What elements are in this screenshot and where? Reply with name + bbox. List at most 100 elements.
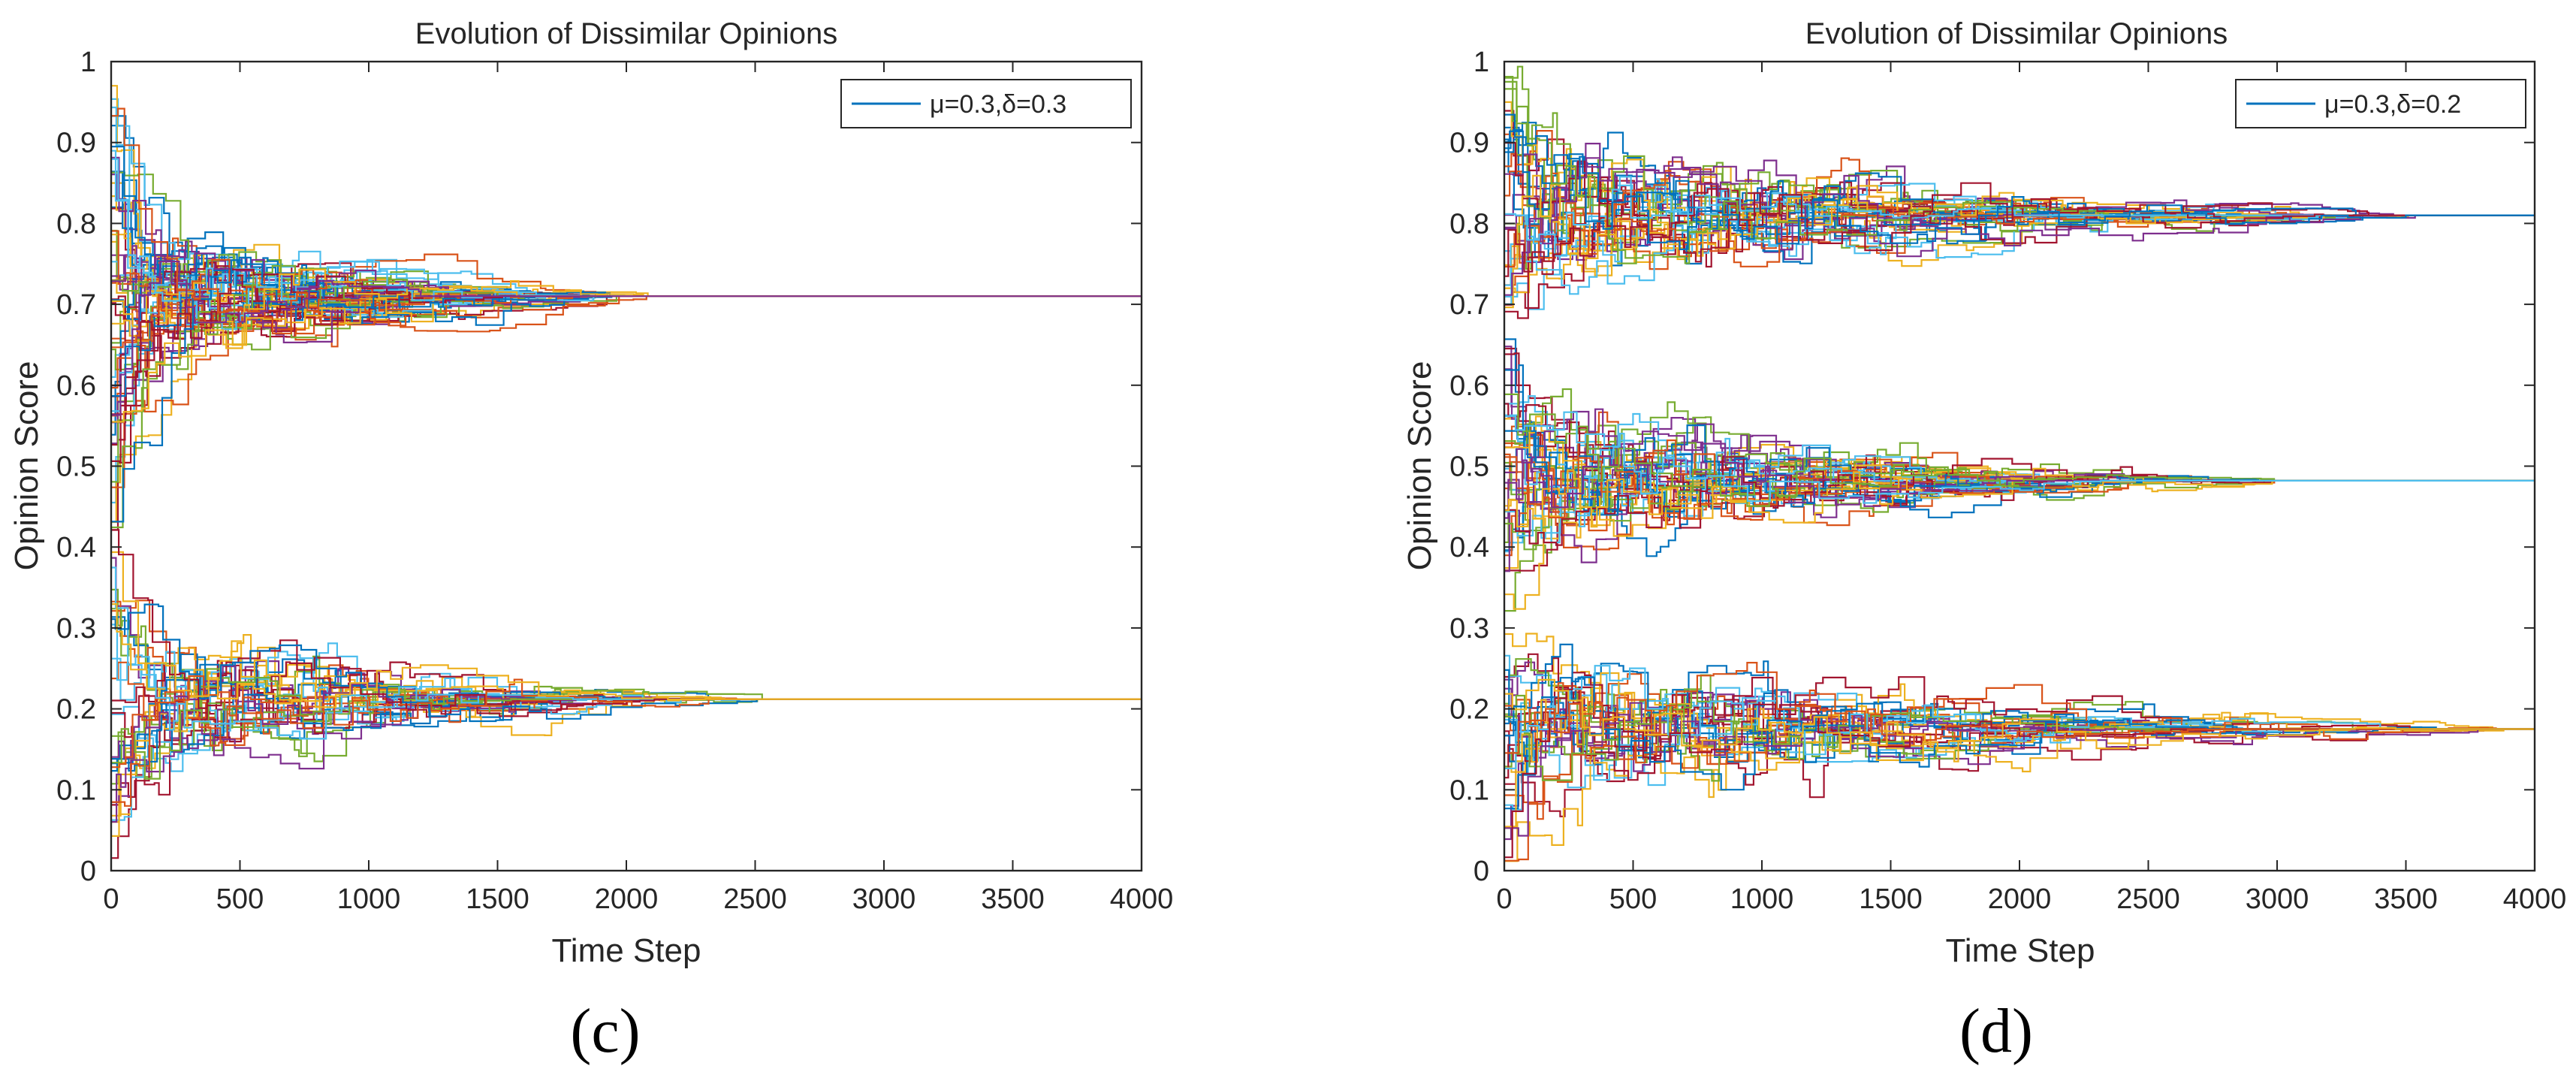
opinion-trajectory [1504, 401, 2535, 532]
opinion-trajectory [111, 254, 1142, 307]
y-tick-label: 0.7 [1449, 289, 1489, 321]
y-tick-label: 0.6 [56, 370, 96, 402]
opinion-trajectory [1504, 393, 2535, 507]
opinion-trajectory [1504, 192, 2535, 268]
x-tick-label: 3000 [852, 883, 916, 915]
opinion-trajectory [1504, 184, 2535, 260]
opinion-trajectory [1504, 467, 2535, 528]
opinion-trajectory [111, 603, 1142, 723]
opinion-trajectory [1504, 456, 2535, 546]
opinion-trajectory [111, 171, 1142, 305]
x-tick-label: 2000 [595, 883, 659, 915]
x-tick-label: 0 [1496, 883, 1512, 915]
opinion-trajectory [111, 665, 1142, 759]
opinion-trajectory [1504, 430, 2535, 509]
x-tick-label: 2000 [1988, 883, 2052, 915]
y-tick-label: 0.5 [56, 451, 96, 483]
y-tick-label: 1 [1474, 47, 1489, 78]
chart-title: Evolution of Dissimilar Opinions [415, 17, 837, 50]
legend-label: μ=0.3,δ=0.2 [2324, 90, 2461, 119]
opinion-trajectory [1504, 138, 2535, 264]
opinion-trajectory [1504, 690, 2535, 781]
opinion-trajectory [1504, 411, 2535, 526]
opinion-trajectory [1504, 702, 2535, 837]
x-tick-label: 3500 [981, 883, 1045, 915]
y-axis-label: Opinion Score [1401, 361, 1438, 571]
opinion-trajectory [111, 266, 1142, 412]
opinion-trajectory [111, 149, 1142, 331]
y-tick-label: 0.3 [1449, 613, 1489, 645]
y-tick-label: 0.6 [1449, 370, 1489, 402]
opinion-trajectory [111, 280, 1142, 346]
opinion-trajectory [111, 566, 1142, 740]
opinion-trajectory [1504, 174, 2535, 309]
x-tick-label: 4000 [1110, 883, 1174, 915]
panel-label: (d) [1959, 996, 2033, 1066]
opinion-trajectory [111, 158, 1142, 302]
y-tick-label: 0.2 [1449, 694, 1489, 726]
opinion-trajectory [1504, 439, 2535, 518]
opinion-trajectory [1504, 411, 2535, 504]
opinion-trajectory [111, 677, 1142, 780]
x-axis-label: Time Step [1946, 932, 2095, 969]
series-lines [111, 85, 1142, 859]
opinion-trajectory [1504, 176, 2535, 257]
x-tick-label: 2500 [2116, 883, 2180, 915]
y-tick-label: 0.8 [56, 208, 96, 240]
opinion-trajectory [111, 588, 1142, 757]
x-tick-label: 1000 [337, 883, 401, 915]
legend: μ=0.3,δ=0.2 [2235, 79, 2526, 128]
legend-label: μ=0.3,δ=0.3 [930, 90, 1066, 119]
plot-area [110, 60, 1143, 872]
x-tick-label: 500 [216, 883, 264, 915]
opinion-trajectory [1504, 182, 2535, 277]
panel-label: (c) [570, 996, 640, 1066]
opinion-trajectory [1504, 665, 2535, 769]
x-tick-label: 1500 [466, 883, 529, 915]
opinion-trajectory [111, 261, 1142, 416]
y-tick-label: 0.9 [56, 128, 96, 159]
opinion-trajectory [1504, 180, 2535, 319]
x-tick-label: 3500 [2374, 883, 2438, 915]
x-axis-label: Time Step [552, 932, 701, 969]
opinion-trajectory [111, 107, 1142, 335]
chart-panel-c: Evolution of Dissimilar Opinions 0 500 100… [8, 17, 1173, 1066]
y-tick-label: 0.4 [1449, 532, 1489, 563]
x-tick-label: 1500 [1859, 883, 1923, 915]
series-lines [1504, 65, 2535, 862]
y-tick-label: 0.1 [1449, 775, 1489, 806]
opinion-trajectory [111, 156, 1142, 343]
y-tick-label: 0.5 [1449, 451, 1489, 483]
opinion-trajectory [1504, 80, 2535, 264]
legend: μ=0.3,δ=0.3 [840, 79, 1132, 128]
opinion-trajectory [111, 695, 1142, 823]
opinion-trajectory [111, 285, 1142, 342]
y-tick-label: 0.2 [56, 694, 96, 726]
opinion-trajectory [1504, 678, 2535, 762]
opinion-trajectory [1504, 463, 2535, 610]
chart-panel-d: Evolution of Dissimilar Opinions 0 500 100… [1401, 17, 2566, 1066]
opinion-trajectory [111, 268, 1142, 423]
opinion-trajectory [1504, 157, 2535, 258]
opinion-trajectory [111, 551, 1142, 732]
opinion-trajectory [111, 294, 1142, 531]
plot-area [1503, 60, 2536, 872]
y-tick-label: 0.3 [56, 613, 96, 645]
opinion-trajectory [1504, 662, 2535, 754]
x-tick-label: 0 [103, 883, 119, 915]
opinion-trajectory [1504, 156, 2535, 296]
opinion-trajectory [111, 290, 1142, 488]
x-tick-label: 4000 [2503, 883, 2567, 915]
opinion-trajectory [111, 603, 1142, 708]
x-tick-label: 1000 [1730, 883, 1794, 915]
y-tick-label: 0.9 [1449, 128, 1489, 159]
y-tick-label: 1 [80, 47, 96, 78]
opinion-trajectory [1504, 364, 2535, 516]
opinion-trajectory [111, 276, 1142, 524]
axis-ticks: 0 500 1000 1500 2000 2500 3000 3500 4000 0 0.1 0.2 0… [1449, 47, 2566, 915]
opinion-trajectory [111, 675, 1142, 769]
opinion-trajectory [111, 258, 1142, 349]
y-tick-label: 0 [1474, 856, 1489, 887]
opinion-trajectory [1504, 113, 2535, 250]
y-tick-label: 0.8 [1449, 208, 1489, 240]
